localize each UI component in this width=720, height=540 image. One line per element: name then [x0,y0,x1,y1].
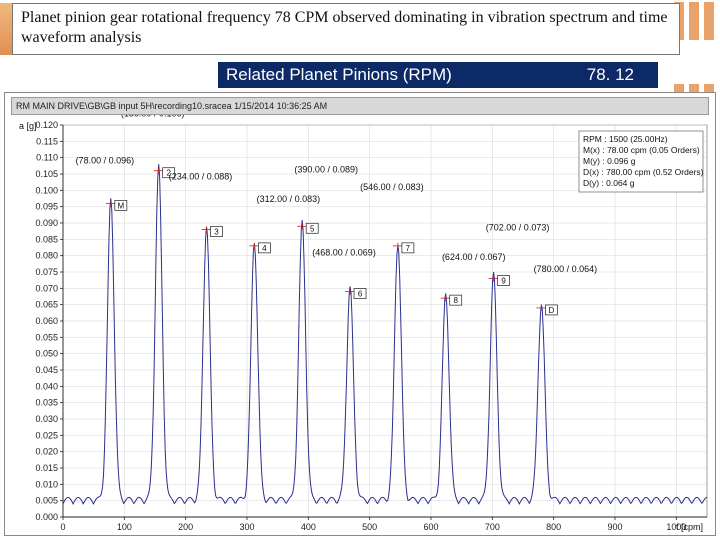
svg-text:0.060: 0.060 [35,316,58,326]
svg-text:0.025: 0.025 [35,430,58,440]
svg-text:(702.00 / 0.073): (702.00 / 0.073) [486,223,550,233]
svg-text:0: 0 [60,522,65,532]
svg-text:5: 5 [310,224,315,233]
svg-text:(234.00 / 0.088): (234.00 / 0.088) [169,172,233,182]
svg-text:(468.00 / 0.069): (468.00 / 0.069) [312,248,376,258]
svg-text:200: 200 [178,522,193,532]
svg-text:900: 900 [607,522,622,532]
decorative-accent-top [674,2,714,40]
svg-text:(78.00 / 0.096): (78.00 / 0.096) [76,155,135,165]
svg-text:D: D [549,306,555,315]
svg-text:0.075: 0.075 [35,267,58,277]
svg-text:500: 500 [362,522,377,532]
svg-text:700: 700 [485,522,500,532]
svg-text:0.105: 0.105 [35,169,58,179]
svg-text:(780.00 / 0.064): (780.00 / 0.064) [534,264,598,274]
svg-text:(624.00 / 0.067): (624.00 / 0.067) [442,252,506,262]
banner-label: Related Planet Pinions (RPM) [218,65,587,85]
svg-text:600: 600 [423,522,438,532]
svg-text:f [cpm]: f [cpm] [676,522,703,532]
svg-text:D(y) : 0.064 g: D(y) : 0.064 g [583,178,635,188]
svg-text:100: 100 [117,522,132,532]
svg-text:0.020: 0.020 [35,447,58,457]
svg-text:M: M [118,201,125,210]
svg-text:(546.00 / 0.083): (546.00 / 0.083) [360,182,424,192]
svg-text:0.120: 0.120 [35,120,58,130]
svg-text:8: 8 [453,296,458,305]
svg-text:0.055: 0.055 [35,332,58,342]
svg-text:0.035: 0.035 [35,398,58,408]
svg-text:9: 9 [501,277,506,286]
svg-text:0.085: 0.085 [35,234,58,244]
svg-text:M(x) : 78.00 cpm (0.05 Orders): M(x) : 78.00 cpm (0.05 Orders) [583,145,700,155]
svg-text:0.080: 0.080 [35,251,58,261]
svg-text:3: 3 [214,228,219,237]
svg-text:0.110: 0.110 [36,153,58,163]
svg-text:7: 7 [406,244,411,253]
title-text: Planet pinion gear rotational frequency … [21,8,671,48]
svg-text:800: 800 [546,522,561,532]
svg-text:6: 6 [358,290,363,299]
svg-text:0.015: 0.015 [35,463,58,473]
svg-text:0.115: 0.115 [36,136,58,146]
svg-text:0.065: 0.065 [35,300,58,310]
chart-titlebar: RM MAIN DRIVE\GB\GB input 5H\recording10… [11,97,709,115]
svg-text:0.040: 0.040 [35,381,58,391]
svg-text:(156.00 / 0.106): (156.00 / 0.106) [121,115,185,119]
svg-text:0.030: 0.030 [35,414,58,424]
banner-value: 78. 12 [587,65,658,85]
svg-text:0.045: 0.045 [35,365,58,375]
svg-text:D(x) : 780.00 cpm (0.52 Orders: D(x) : 780.00 cpm (0.52 Orders) [583,167,704,177]
spectrum-chart: 0.000 0.005 0.010 0.015 0.020 0.025 0.030 0.035… [5,115,715,535]
svg-text:0.100: 0.100 [35,185,58,195]
svg-text:300: 300 [239,522,254,532]
svg-text:RPM : 1500 (25.00Hz): RPM : 1500 (25.00Hz) [583,134,668,144]
chart-container: RM MAIN DRIVE\GB\GB input 5H\recording10… [4,92,716,536]
svg-text:400: 400 [301,522,316,532]
svg-text:4: 4 [262,244,267,253]
svg-text:(312.00 / 0.083): (312.00 / 0.083) [257,194,321,204]
svg-text:a [g]: a [g] [19,121,37,131]
svg-text:0.005: 0.005 [35,496,58,506]
svg-text:0.090: 0.090 [35,218,58,228]
svg-text:(390.00 / 0.089): (390.00 / 0.089) [294,164,358,174]
svg-text:0.095: 0.095 [35,202,58,212]
svg-text:0.000: 0.000 [35,512,58,522]
banner: Related Planet Pinions (RPM) 78. 12 [218,62,658,88]
svg-text:0.050: 0.050 [35,349,58,359]
svg-text:M(y) : 0.096 g: M(y) : 0.096 g [583,156,636,166]
svg-text:0.070: 0.070 [35,283,58,293]
svg-text:0.010: 0.010 [35,479,58,489]
title-box: Planet pinion gear rotational frequency … [12,3,680,55]
